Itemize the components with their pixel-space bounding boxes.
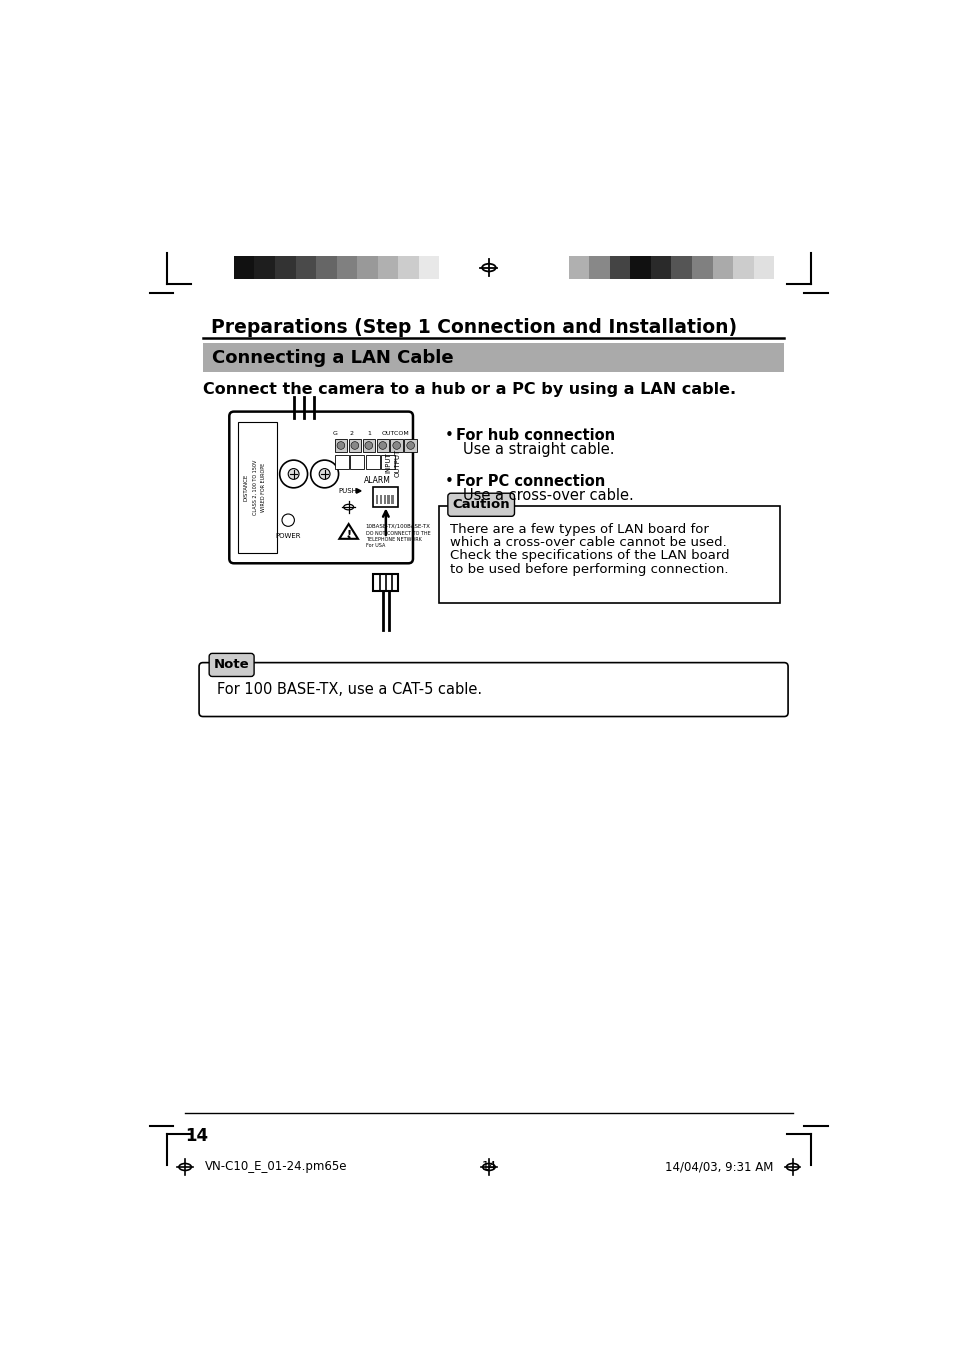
Circle shape	[336, 442, 344, 450]
Circle shape	[351, 442, 358, 450]
Text: 1: 1	[367, 431, 371, 436]
FancyBboxPatch shape	[199, 662, 787, 716]
Bar	[387, 494, 390, 504]
Circle shape	[393, 442, 400, 450]
Bar	[390, 439, 402, 453]
Bar	[650, 257, 671, 280]
Text: 10BASE-TX/100BASE-TX: 10BASE-TX/100BASE-TX	[365, 524, 430, 528]
Bar	[237, 423, 276, 553]
Text: DISTANCE: DISTANCE	[243, 473, 248, 501]
Bar	[350, 455, 364, 469]
Bar	[691, 257, 712, 280]
Text: TELEPHONE NETWORK: TELEPHONE NETWORK	[365, 536, 421, 542]
Circle shape	[311, 461, 338, 488]
Text: Connect the camera to a hub or a PC by using a LAN cable.: Connect the camera to a hub or a PC by u…	[203, 382, 736, 397]
Text: to be used before performing connection.: to be used before performing connection.	[450, 562, 728, 576]
Bar	[383, 494, 385, 504]
Polygon shape	[339, 524, 357, 539]
Text: OUTPUT: OUTPUT	[394, 449, 400, 477]
Circle shape	[319, 469, 330, 480]
Bar	[373, 488, 397, 507]
Text: Check the specifications of the LAN board: Check the specifications of the LAN boar…	[450, 550, 729, 562]
Text: For hub connection: For hub connection	[456, 428, 614, 443]
Bar	[373, 574, 397, 590]
Text: 14/04/03, 9:31 AM: 14/04/03, 9:31 AM	[664, 1161, 773, 1174]
Bar	[335, 439, 347, 453]
Text: Preparations (Step 1 Connection and Installation): Preparations (Step 1 Connection and Inst…	[211, 319, 736, 338]
Bar	[315, 257, 336, 280]
Bar	[732, 257, 753, 280]
Circle shape	[378, 442, 386, 450]
Text: For PC connection: For PC connection	[456, 474, 604, 489]
Text: •: •	[444, 428, 453, 443]
Text: For USA: For USA	[365, 543, 385, 549]
Text: 2: 2	[350, 431, 354, 436]
Bar	[375, 494, 377, 504]
Bar	[753, 257, 773, 280]
Circle shape	[288, 469, 298, 480]
Text: ALARM: ALARM	[363, 476, 391, 485]
Text: Connecting a LAN Cable: Connecting a LAN Cable	[212, 349, 454, 366]
Text: which a cross-over cable cannot be used.: which a cross-over cable cannot be used.	[450, 536, 726, 550]
Bar	[630, 257, 650, 280]
Text: OUTCOM: OUTCOM	[381, 431, 409, 436]
FancyBboxPatch shape	[229, 412, 413, 563]
Text: DO NOT CONNECT TO THE: DO NOT CONNECT TO THE	[365, 531, 430, 536]
Text: 14: 14	[185, 1127, 208, 1144]
Bar	[203, 343, 783, 373]
Text: 14: 14	[481, 1161, 496, 1174]
Bar	[439, 507, 780, 603]
Bar	[274, 257, 295, 280]
Bar	[671, 257, 691, 280]
Bar	[377, 257, 397, 280]
Bar	[712, 257, 732, 280]
Text: !: !	[346, 530, 351, 540]
Bar	[379, 494, 381, 504]
FancyBboxPatch shape	[209, 654, 253, 677]
Bar	[376, 439, 389, 453]
Bar	[381, 455, 395, 469]
Text: •: •	[444, 474, 453, 489]
Bar	[404, 439, 416, 453]
Text: Caution: Caution	[452, 499, 510, 511]
Text: WIRED FOR EUROPE: WIRED FOR EUROPE	[260, 462, 266, 512]
Bar	[336, 257, 356, 280]
Bar	[418, 257, 439, 280]
Bar	[335, 455, 348, 469]
Circle shape	[365, 442, 373, 450]
Bar	[356, 257, 377, 280]
Bar	[365, 455, 379, 469]
Text: For 100 BASE-TX, use a CAT-5 cable.: For 100 BASE-TX, use a CAT-5 cable.	[216, 682, 481, 697]
Text: There are a few types of LAN board for: There are a few types of LAN board for	[450, 523, 708, 536]
Text: VN-C10_E_01-24.pm65e: VN-C10_E_01-24.pm65e	[204, 1161, 347, 1174]
Circle shape	[347, 535, 350, 538]
Circle shape	[406, 442, 415, 450]
Text: Note: Note	[213, 658, 249, 671]
Text: INPUT: INPUT	[385, 453, 391, 473]
Bar	[397, 257, 418, 280]
Bar	[348, 439, 360, 453]
Bar	[568, 257, 589, 280]
Bar	[609, 257, 630, 280]
Text: PUSH: PUSH	[338, 488, 357, 494]
Text: Use a cross-over cable.: Use a cross-over cable.	[463, 488, 634, 503]
Text: CLASS 2, 100 TO 150V: CLASS 2, 100 TO 150V	[253, 459, 257, 515]
Bar	[391, 494, 394, 504]
FancyBboxPatch shape	[447, 493, 514, 516]
Circle shape	[279, 461, 307, 488]
Text: G: G	[332, 431, 336, 436]
Circle shape	[282, 513, 294, 527]
Bar	[233, 257, 254, 280]
Bar	[589, 257, 609, 280]
Bar	[254, 257, 274, 280]
Bar	[295, 257, 315, 280]
Bar	[362, 439, 375, 453]
Text: POWER: POWER	[275, 532, 300, 539]
Polygon shape	[356, 489, 360, 493]
Text: Use a straight cable.: Use a straight cable.	[463, 442, 614, 457]
